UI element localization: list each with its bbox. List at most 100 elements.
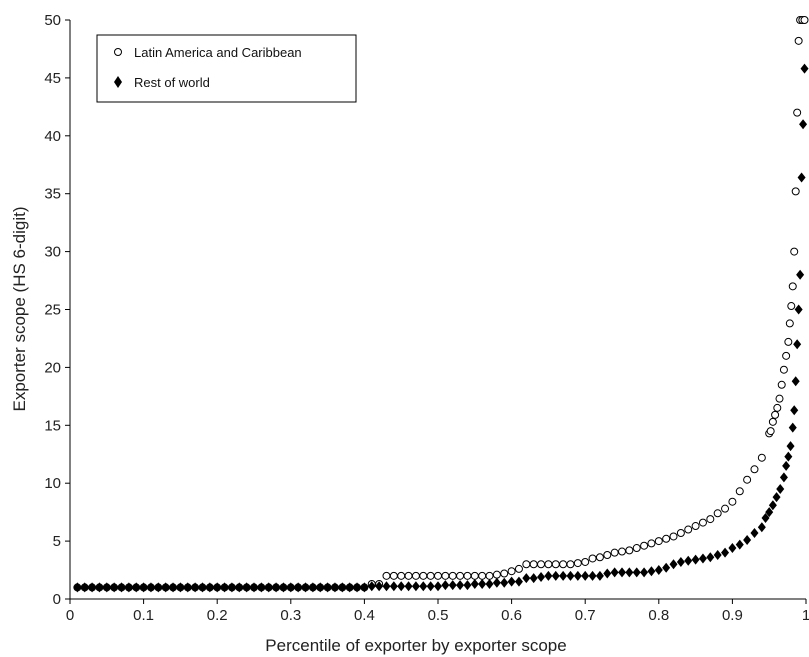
data-point-rest-of-world bbox=[514, 576, 523, 587]
x-tick-label: 0.7 bbox=[575, 607, 596, 624]
y-ticks: 0 5 10 15 20 25 30 35 40 45 50 bbox=[44, 12, 70, 608]
data-point-rest-of-world bbox=[330, 582, 339, 593]
data-point-rest-of-world bbox=[154, 582, 163, 593]
data-point-latin-america bbox=[784, 337, 793, 346]
data-point-rest-of-world bbox=[784, 451, 793, 462]
data-point-rest-of-world bbox=[272, 582, 281, 593]
y-tick-label: 15 bbox=[44, 417, 61, 434]
data-point-rest-of-world bbox=[779, 472, 788, 483]
data-point-rest-of-world bbox=[610, 567, 619, 578]
data-point-latin-america bbox=[485, 571, 494, 580]
data-point-latin-america bbox=[588, 554, 597, 563]
data-point-rest-of-world bbox=[603, 568, 612, 579]
data-point-latin-america bbox=[559, 560, 568, 569]
data-point-latin-america bbox=[750, 465, 759, 474]
data-point-rest-of-world bbox=[788, 422, 797, 433]
data-point-rest-of-world bbox=[507, 576, 516, 587]
data-point-latin-america bbox=[537, 560, 546, 569]
data-point-latin-america bbox=[721, 504, 730, 513]
data-point-rest-of-world bbox=[618, 567, 626, 578]
x-tick-label: 0.2 bbox=[207, 607, 228, 624]
data-point-latin-america bbox=[785, 319, 794, 328]
data-point-latin-america bbox=[788, 282, 797, 291]
data-point-rest-of-world bbox=[797, 172, 806, 183]
data-point-latin-america bbox=[492, 570, 501, 579]
data-point-rest-of-world bbox=[227, 582, 236, 593]
y-tick-label: 5 bbox=[53, 533, 61, 550]
data-point-latin-america bbox=[397, 571, 406, 580]
data-point-rest-of-world bbox=[198, 582, 207, 593]
data-point-latin-america bbox=[793, 108, 802, 117]
data-point-rest-of-world bbox=[654, 565, 663, 576]
data-point-rest-of-world bbox=[743, 534, 752, 545]
data-point-rest-of-world bbox=[323, 582, 332, 593]
data-point-rest-of-world bbox=[551, 570, 560, 581]
series-layer bbox=[73, 16, 809, 593]
data-point-rest-of-world bbox=[169, 582, 178, 593]
y-tick-label: 35 bbox=[44, 186, 61, 203]
data-point-rest-of-world bbox=[404, 581, 413, 592]
data-point-rest-of-world bbox=[750, 527, 759, 538]
data-point-latin-america bbox=[691, 522, 700, 531]
data-point-rest-of-world bbox=[95, 582, 104, 593]
data-point-latin-america bbox=[768, 417, 777, 426]
data-point-latin-america bbox=[698, 518, 707, 527]
data-point-rest-of-world bbox=[434, 581, 442, 592]
data-point-latin-america bbox=[456, 571, 465, 580]
data-point-latin-america bbox=[566, 560, 575, 569]
data-point-rest-of-world bbox=[559, 570, 568, 581]
data-point-rest-of-world bbox=[411, 581, 420, 592]
data-point-rest-of-world bbox=[721, 547, 730, 558]
data-point-latin-america bbox=[728, 497, 737, 506]
data-point-rest-of-world bbox=[279, 582, 288, 593]
data-point-rest-of-world bbox=[338, 582, 347, 593]
x-tick-label: 1 bbox=[802, 607, 809, 624]
data-point-rest-of-world bbox=[183, 582, 192, 593]
data-point-latin-america bbox=[522, 560, 531, 569]
data-point-latin-america bbox=[463, 571, 472, 580]
data-point-latin-america bbox=[779, 365, 788, 374]
data-point-rest-of-world bbox=[632, 567, 641, 578]
data-point-rest-of-world bbox=[647, 566, 656, 577]
y-tick-label: 40 bbox=[44, 128, 61, 145]
data-point-latin-america bbox=[676, 528, 685, 537]
data-point-rest-of-world bbox=[132, 582, 141, 593]
data-point-rest-of-world bbox=[786, 441, 795, 452]
data-point-latin-america bbox=[669, 532, 678, 541]
data-point-rest-of-world bbox=[124, 582, 133, 593]
data-point-rest-of-world bbox=[235, 582, 244, 593]
data-point-latin-america bbox=[654, 537, 663, 546]
data-point-latin-america bbox=[610, 548, 619, 557]
data-point-latin-america bbox=[713, 509, 722, 518]
data-point-rest-of-world bbox=[757, 522, 766, 533]
data-point-rest-of-world bbox=[308, 582, 317, 593]
data-point-latin-america bbox=[470, 571, 479, 580]
data-point-rest-of-world bbox=[625, 567, 634, 578]
data-point-latin-america bbox=[448, 571, 457, 580]
legend-box bbox=[96, 34, 357, 103]
data-point-latin-america bbox=[800, 16, 809, 24]
data-point-rest-of-world bbox=[588, 570, 597, 581]
data-point-latin-america bbox=[773, 403, 782, 412]
data-point-rest-of-world bbox=[360, 582, 369, 593]
data-point-rest-of-world bbox=[581, 570, 590, 581]
data-point-rest-of-world bbox=[772, 492, 781, 503]
data-point-rest-of-world bbox=[257, 582, 266, 593]
data-point-latin-america bbox=[595, 553, 604, 562]
data-point-latin-america bbox=[389, 571, 398, 580]
legend: Latin America and Caribbean Rest of worl… bbox=[96, 34, 357, 103]
data-point-rest-of-world bbox=[375, 581, 384, 592]
data-point-rest-of-world bbox=[88, 582, 97, 593]
data-point-rest-of-world bbox=[522, 573, 531, 584]
x-tick-label: 0.3 bbox=[280, 607, 301, 624]
x-tick-label: 0.5 bbox=[428, 607, 449, 624]
data-point-latin-america bbox=[787, 302, 796, 311]
data-point-rest-of-world bbox=[397, 581, 406, 592]
data-point-latin-america bbox=[507, 567, 516, 576]
data-point-rest-of-world bbox=[794, 304, 803, 315]
data-point-rest-of-world bbox=[761, 512, 770, 523]
data-point-rest-of-world bbox=[80, 582, 89, 593]
y-tick-label: 20 bbox=[44, 359, 61, 376]
data-point-latin-america bbox=[771, 410, 780, 419]
data-point-latin-america bbox=[404, 571, 413, 580]
